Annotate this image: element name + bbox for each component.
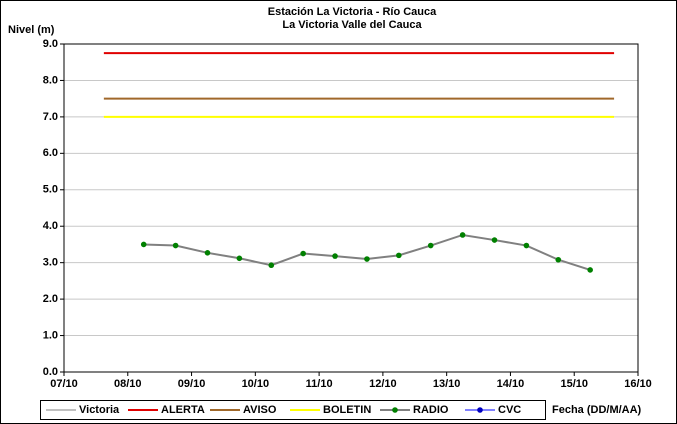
series-marker (172, 242, 179, 249)
series-marker (364, 256, 370, 262)
series-marker (491, 237, 498, 243)
legend-label: RADIO (413, 404, 449, 416)
plot-frame (63, 43, 639, 373)
series-marker (332, 253, 338, 259)
series-marker (204, 250, 211, 256)
y-tick-label: 9.0 (43, 38, 58, 50)
x-tick-label: 08/10 (114, 378, 142, 390)
y-tick-label: 4.0 (43, 220, 58, 232)
legend-label: AVISO (243, 404, 277, 416)
legend-marker (392, 407, 398, 413)
x-axis-label: Fecha (DD/M/AA) (552, 404, 642, 416)
y-tick-label: 8.0 (43, 74, 58, 86)
legend-label: BOLETIN (323, 404, 371, 416)
series-marker (587, 267, 593, 273)
y-tick-label: 1.0 (43, 329, 58, 341)
y-tick-label: 5.0 (43, 184, 58, 196)
legend-label: ALERTA (161, 404, 205, 416)
y-tick-label: 7.0 (43, 111, 58, 123)
y-tick-label: 6.0 (43, 147, 58, 159)
y-tick-label: 2.0 (43, 293, 58, 305)
x-tick-label: 14/10 (497, 378, 525, 390)
y-axis-label: Nivel (m) (8, 24, 55, 36)
chart-subtitle: La Victoria Valle del Cauca (282, 19, 422, 31)
legend-marker (477, 407, 483, 413)
series-marker (427, 242, 434, 249)
series-marker (268, 262, 275, 269)
x-tick-label: 16/10 (624, 378, 652, 390)
legend-label: Victoria (79, 404, 120, 416)
series-marker (555, 256, 562, 263)
x-tick-label: 12/10 (369, 378, 397, 390)
series-marker (396, 252, 402, 259)
y-tick-label: 0.0 (43, 366, 58, 378)
legend-label: CVC (498, 404, 521, 416)
y-tick-label: 3.0 (43, 257, 58, 269)
x-tick-label: 07/10 (50, 378, 78, 390)
series-marker (236, 255, 243, 262)
x-tick-label: 13/10 (433, 378, 461, 390)
x-tick-label: 10/10 (242, 378, 270, 390)
x-tick-label: 11/10 (306, 378, 333, 390)
series-marker (140, 241, 147, 248)
series-marker (300, 250, 306, 257)
series-marker (459, 232, 466, 238)
x-tick-label: 15/10 (560, 378, 588, 390)
chart-title: Estación La Victoria - Río Cauca (268, 6, 437, 18)
x-tick-label: 09/10 (178, 378, 206, 390)
series-marker (523, 242, 530, 249)
